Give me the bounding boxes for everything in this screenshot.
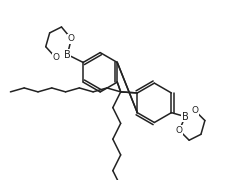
Text: B: B: [181, 112, 188, 122]
Text: O: O: [52, 53, 59, 62]
Text: O: O: [68, 34, 74, 43]
Text: B: B: [64, 50, 70, 60]
Text: O: O: [191, 106, 198, 115]
Text: O: O: [175, 126, 182, 135]
